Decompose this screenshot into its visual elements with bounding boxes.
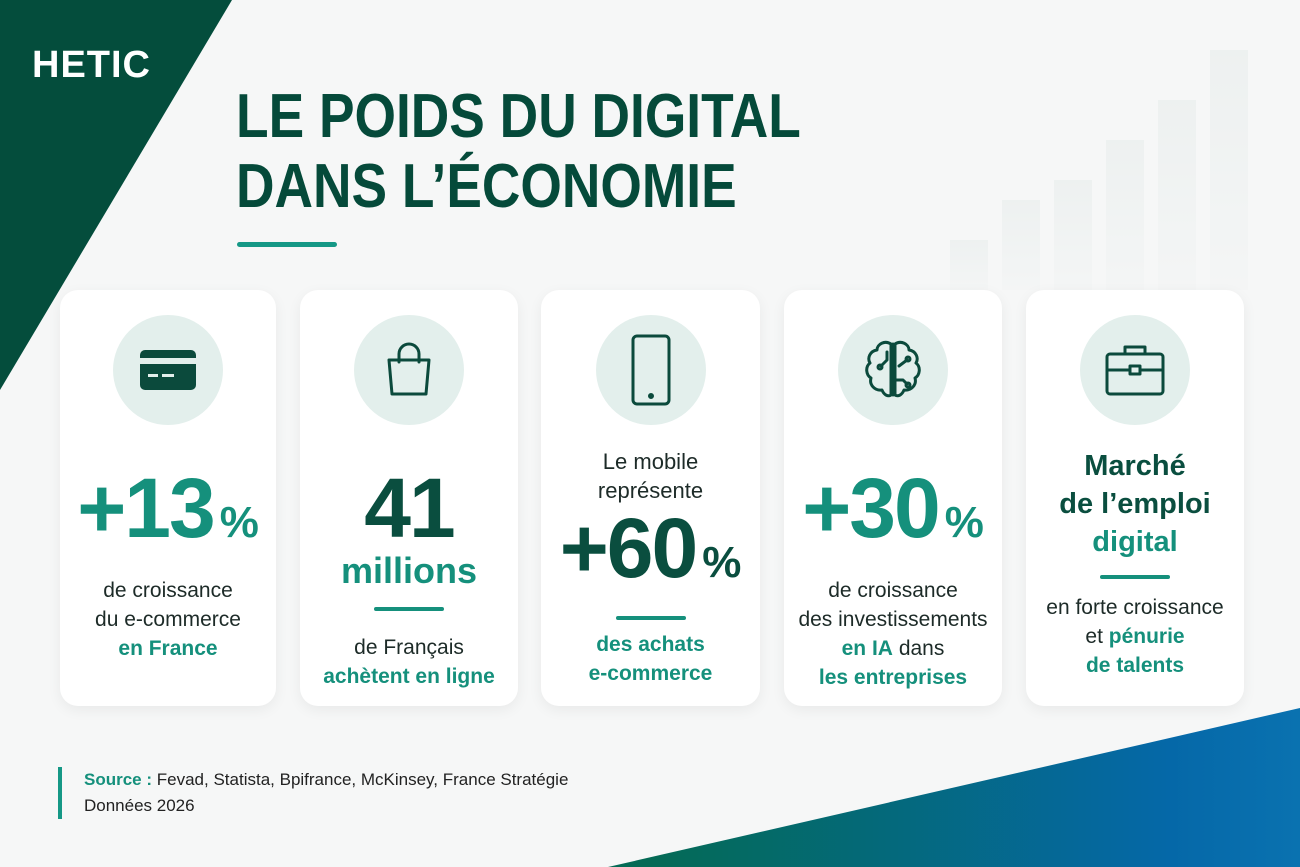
source-label: Source : [84, 770, 153, 789]
source-note: Source : Fevad, Statista, Bpifrance, McK… [58, 767, 568, 819]
stat-highlight: des achats [596, 633, 705, 656]
stat-value: 41 [364, 461, 455, 555]
stat-highlight: en France [118, 637, 218, 660]
stat-card-ecommerce-growth: +13% de croissance du e-commerce en Fran… [60, 290, 276, 706]
stat-card-online-buyers: 41 millions de Français achètent en lign… [300, 290, 518, 706]
stat-card-mobile-share: Le mobile représente +60% des achats e-c… [541, 290, 760, 706]
stat-intro: Le mobile [602, 449, 699, 474]
title-underline [237, 242, 337, 247]
stat-heading: Marché [1084, 450, 1186, 482]
stat-text: et pénurie [1085, 625, 1185, 648]
briefcase-icon [1080, 315, 1190, 425]
source-text: Fevad, Statista, Bpifrance, McKinsey, Fr… [156, 770, 569, 789]
stat-value: +13% [77, 461, 259, 555]
stat-unit: millions [340, 550, 478, 591]
credit-card-icon [113, 315, 223, 425]
stat-text: des investissements [798, 608, 988, 631]
stat-value: +60% [559, 501, 742, 595]
divider [374, 607, 444, 611]
shopping-bag-icon [354, 315, 464, 425]
stat-highlight: de talents [1085, 654, 1185, 677]
stat-heading-highlight: digital [1092, 526, 1178, 558]
stat-text: du e-commerce [95, 608, 241, 631]
stat-value: +30% [802, 461, 984, 555]
stat-highlight: achètent en ligne [323, 665, 495, 688]
stat-intro: représente [597, 478, 704, 503]
stat-text: de croissance [828, 579, 958, 602]
stat-text: en IA dans [841, 637, 945, 660]
page-title: LE POIDS DU DIGITAL DANS L’ÉCONOMIE [236, 82, 801, 221]
stat-card-digital-jobs: Marché de l’emploi digital en forte croi… [1026, 290, 1244, 706]
stat-heading: de l’emploi [1059, 488, 1211, 520]
hetic-logo: HETIC [32, 44, 151, 86]
smartphone-icon [595, 315, 706, 425]
stat-text: en forte croissance [1046, 596, 1224, 619]
data-year: Données 2026 [84, 796, 195, 815]
stat-text: de Français [354, 636, 464, 659]
divider [1100, 575, 1170, 579]
background-bars-decoration [950, 40, 1270, 290]
stat-highlight: e-commerce [588, 662, 713, 685]
stat-text: de croissance [103, 579, 233, 602]
brain-circuit-icon [838, 315, 948, 425]
stat-highlight: les entreprises [818, 666, 968, 689]
stat-card-ai-investment: +30% de croissance des investissements e… [784, 290, 1002, 706]
divider [615, 616, 686, 620]
